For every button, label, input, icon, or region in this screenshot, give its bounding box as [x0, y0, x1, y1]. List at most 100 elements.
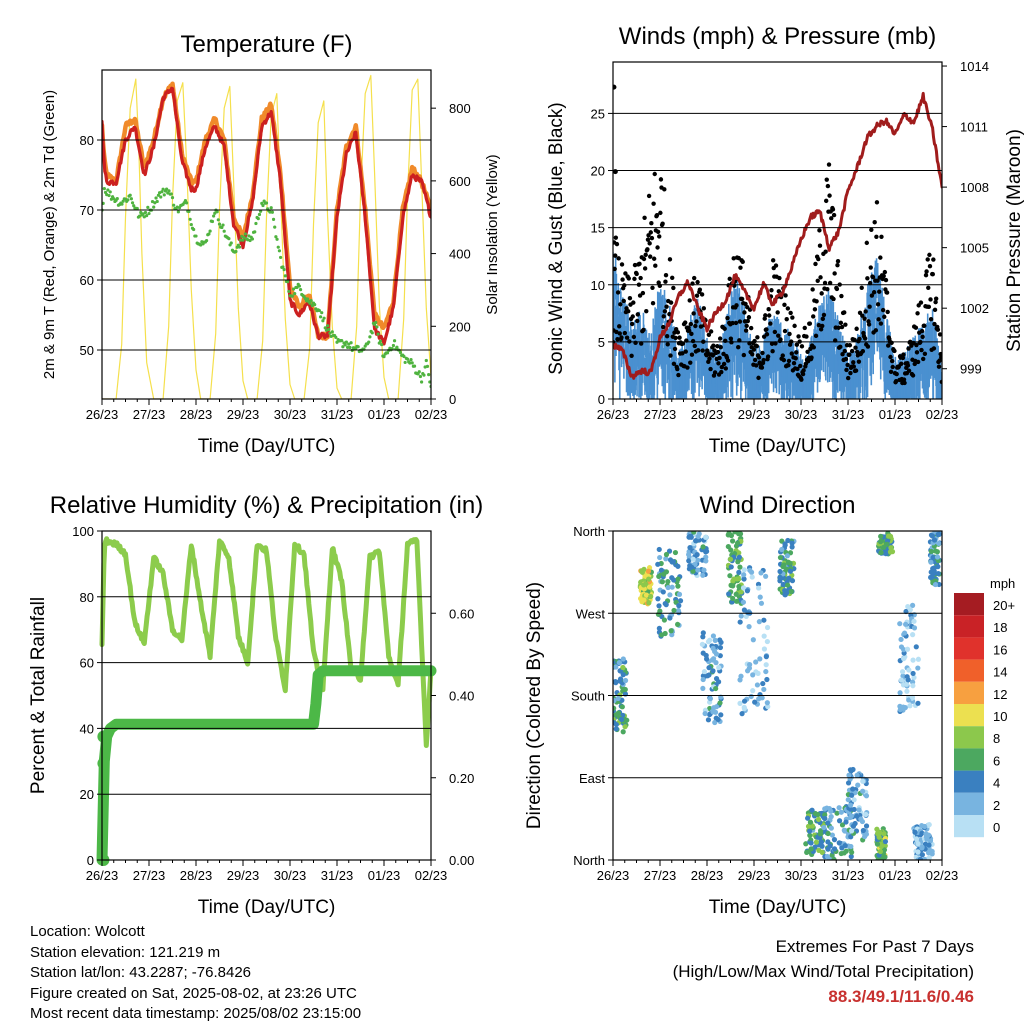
gust-point: [835, 263, 840, 268]
gust-point: [635, 318, 640, 324]
gust-point: [691, 311, 696, 316]
dewpoint-point: [412, 364, 417, 368]
dewpoint-point: [216, 218, 220, 222]
extremes-values: 88.3/49.1/11.6/0.46: [828, 987, 974, 1006]
gust-point: [695, 348, 701, 353]
direction-point: [728, 564, 734, 570]
gust-point: [838, 320, 844, 326]
direction-point: [617, 678, 623, 684]
dewpoint-point: [145, 214, 149, 218]
gust-point: [935, 327, 941, 332]
direction-point: [822, 812, 828, 818]
gust-point: [745, 304, 750, 310]
direction-point: [734, 540, 741, 546]
dewpoint-point: [257, 212, 262, 217]
gust-point: [617, 324, 622, 329]
gust-point: [644, 308, 649, 314]
direction-point: [736, 575, 742, 582]
gust-point: [789, 351, 794, 356]
gust-point: [893, 378, 899, 384]
dewpoint-point: [273, 225, 277, 229]
direction-point: [897, 621, 903, 627]
gust-point: [799, 344, 805, 349]
y-tick-label: 20: [591, 164, 605, 179]
dewpoint-point: [417, 370, 421, 374]
direction-point: [932, 581, 939, 588]
direction-point: [671, 607, 677, 614]
direction-point: [805, 823, 812, 829]
direction-point: [919, 852, 925, 858]
direction-point: [754, 682, 761, 688]
direction-point: [622, 686, 628, 693]
direction-point: [917, 856, 923, 860]
direction-point: [701, 669, 708, 675]
dewpoint-point: [330, 330, 334, 334]
direction-point: [755, 581, 762, 587]
dewpoint-point: [126, 198, 130, 202]
gust-point: [734, 303, 739, 308]
direction-point: [828, 814, 834, 820]
gust-point: [776, 333, 781, 338]
gust-point: [624, 335, 630, 340]
gust-point: [854, 326, 859, 331]
gust-point: [922, 323, 927, 328]
direction-point: [686, 551, 692, 558]
gust-point: [792, 323, 797, 329]
direction-point: [728, 547, 734, 553]
direction-point: [700, 634, 706, 640]
gust-point: [695, 279, 700, 285]
gust-point: [882, 269, 888, 275]
direction-point: [675, 576, 681, 582]
gust-point: [663, 279, 668, 284]
direction-point: [910, 683, 916, 689]
direction-point: [693, 538, 699, 544]
direction-point: [905, 603, 911, 610]
gust-point: [725, 358, 731, 363]
direction-point: [695, 567, 701, 573]
direction-point: [705, 717, 712, 723]
direction-point: [737, 564, 743, 570]
gust-point: [915, 311, 920, 316]
gust-point: [865, 344, 871, 349]
gust-point: [742, 310, 747, 315]
direction-point: [887, 533, 894, 539]
x-tick-label: 30/23: [785, 868, 818, 883]
chart-title: Winds (mph) & Pressure (mb): [619, 23, 936, 50]
y2-tick-label: 1014: [960, 59, 989, 74]
gust-point: [740, 259, 745, 265]
gust-point: [655, 229, 661, 235]
gust-point: [657, 234, 662, 239]
x-tick-label: 31/23: [832, 868, 865, 883]
gust-point: [876, 317, 881, 322]
relative-humidity-line: [99, 536, 434, 748]
direction-point: [919, 844, 925, 850]
gust-point: [630, 314, 635, 319]
x-tick-label: 29/23: [227, 407, 260, 422]
dewpoint-point: [222, 229, 226, 233]
gust-point: [836, 325, 841, 330]
dewpoint-point: [376, 332, 380, 336]
gust-point: [845, 362, 850, 368]
x-tick-label: 27/23: [644, 868, 677, 883]
gust-point: [889, 358, 895, 364]
y-axis-label: 2m & 9m T (Red, Orange) & 2m Td (Green): [41, 90, 58, 379]
gust-point: [926, 304, 932, 310]
gust-point: [865, 276, 870, 281]
gust-point: [654, 212, 660, 218]
gust-point: [670, 275, 675, 280]
y2-tick-label: 600: [449, 174, 471, 189]
direction-point: [838, 809, 844, 815]
gust-point: [642, 266, 648, 271]
y-tick-label: 80: [80, 590, 94, 605]
gust-point: [811, 345, 816, 350]
legend-label: 8: [993, 731, 1000, 746]
gust-point: [823, 249, 828, 254]
direction-point: [716, 679, 722, 685]
dewpoint-point: [347, 342, 351, 346]
direction-point: [662, 600, 668, 607]
direction-point: [622, 724, 628, 730]
gust-point: [931, 257, 936, 262]
direction-point: [657, 554, 663, 561]
direction-point: [756, 696, 762, 702]
y2-tick-label: 0.40: [449, 689, 474, 704]
